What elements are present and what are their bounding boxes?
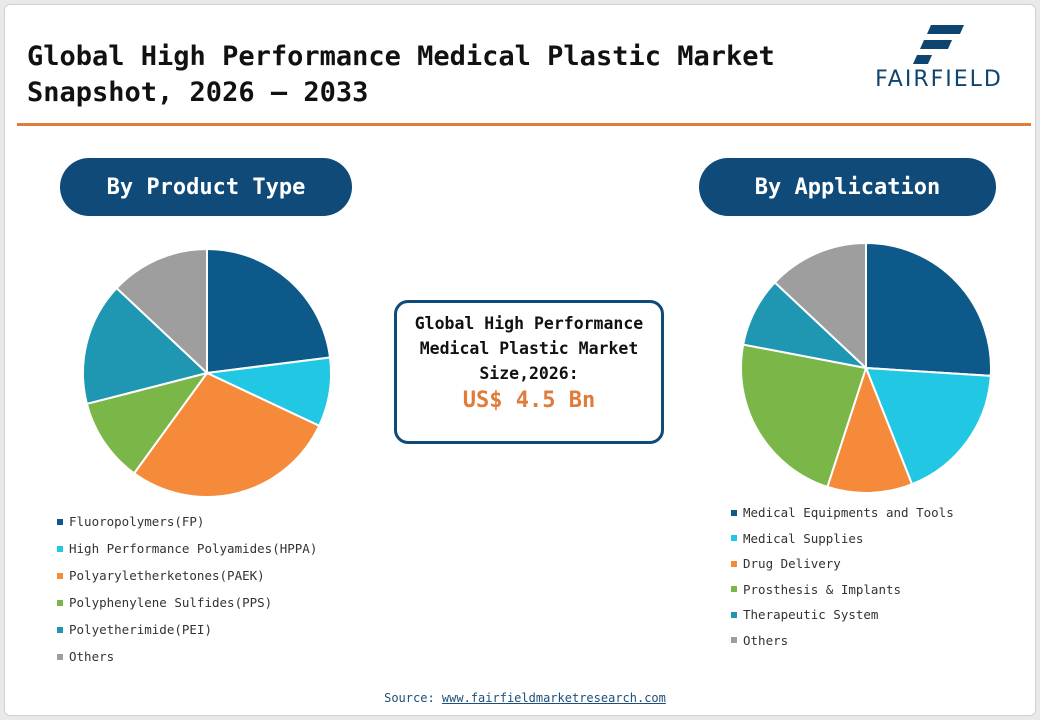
- application-legend-item: Therapeutic System: [731, 606, 954, 632]
- market-size-value: US$ 4.5 Bn: [462, 388, 596, 413]
- product-type-legend-item: High Performance Polyamides(HPPA): [57, 540, 317, 567]
- application-slice-2: [864, 366, 992, 486]
- product-type-legend-swatch: [57, 653, 63, 660]
- application-legend: Medical Equipments and Tools Medical Supp…: [731, 504, 954, 657]
- product-type-slice-6: [115, 247, 208, 376]
- product-type-legend-item: Polyphenylene Sulfides(PPS): [57, 594, 317, 621]
- application-slice-1: [865, 241, 992, 377]
- application-slice-4: [740, 343, 868, 489]
- product-type-slice-5: [82, 286, 210, 406]
- product-type-legend-swatch: [57, 518, 63, 525]
- application-legend-item: Others: [731, 632, 954, 658]
- product-type-legend-item: Fluoropolymers(FP): [57, 513, 317, 540]
- product-type-slice-4: [85, 371, 210, 475]
- logo-bar-top: [927, 25, 964, 34]
- product-type-legend-label: Fluoropolymers(FP): [69, 514, 205, 529]
- source-label: Source:: [384, 691, 435, 705]
- header-divider: [17, 123, 1031, 126]
- product-type-legend-swatch: [57, 572, 63, 579]
- application-legend-item: Medical Supplies: [731, 530, 954, 556]
- application-slice-3: [826, 365, 914, 494]
- product-type-legend-label: Others: [69, 649, 115, 664]
- product-type-legend-item: Others: [57, 648, 317, 675]
- application-heading: By Application: [699, 158, 996, 216]
- product-type-slice-3: [132, 371, 321, 498]
- logo-bar-middle: [920, 40, 952, 49]
- application-legend-swatch: [731, 535, 737, 541]
- source-line: Source: www.fairfieldmarketresearch.com: [5, 691, 1040, 705]
- application-legend-label: Others: [743, 632, 789, 648]
- application-legend-label: Medical Supplies: [743, 530, 864, 546]
- product-type-pie-chart: [82, 247, 332, 498]
- application-legend-item: Prosthesis & Implants: [731, 581, 954, 607]
- product-type-slice-1: [206, 247, 332, 375]
- product-type-legend-label: Polyphenylene Sulfides(PPS): [69, 595, 273, 610]
- product-type-legend-item: Polyetherimide(PEI): [57, 621, 317, 648]
- application-legend-label: Medical Equipments and Tools: [743, 505, 954, 520]
- product-type-legend-swatch: [57, 545, 63, 552]
- product-type-legend-label: High Performance Polyamides(HPPA): [69, 541, 318, 556]
- product-type-legend: Fluoropolymers(FP) High Performance Polya…: [57, 513, 317, 675]
- product-type-legend-swatch: [57, 626, 63, 633]
- application-legend-swatch: [731, 611, 737, 618]
- snapshot-card: Global High Performance Medical Plastic …: [4, 4, 1036, 716]
- application-legend-item: Medical Equipments and Tools: [731, 504, 954, 530]
- page-title: Global High Performance Medical Plastic …: [27, 41, 775, 108]
- fairfield-logo: FAIRFIELD: [851, 23, 1027, 95]
- logo-bar-bottom: [913, 55, 932, 64]
- application-legend-item: Drug Delivery: [731, 555, 954, 581]
- application-legend-label: Prosthesis & Implants: [743, 581, 902, 597]
- application-legend-swatch: [731, 560, 737, 567]
- application-legend-label: Therapeutic System: [743, 607, 879, 622]
- product-type-legend-label: Polyetherimide(PEI): [69, 622, 212, 637]
- product-type-heading: By Product Type: [60, 158, 352, 216]
- application-pie-chart: [740, 241, 992, 494]
- product-type-legend-label: Polyaryletherketones(PAEK): [69, 568, 265, 583]
- application-legend-swatch: [731, 509, 737, 516]
- application-legend-swatch: [731, 637, 737, 643]
- market-size-label: Global High Performance Medical Plastic …: [414, 314, 644, 383]
- logo-mark-icon: [913, 25, 964, 64]
- application-legend-label: Drug Delivery: [743, 556, 841, 571]
- application-slice-6: [773, 241, 867, 371]
- application-legend-swatch: [731, 586, 737, 592]
- source-link[interactable]: www.fairfieldmarketresearch.com: [441, 691, 666, 705]
- product-type-legend-item: Polyaryletherketones(PAEK): [57, 567, 317, 594]
- product-type-legend-swatch: [57, 599, 63, 606]
- market-size-box: Global High Performance Medical Plastic …: [394, 300, 664, 444]
- logo-wordmark: FAIRFIELD: [875, 67, 1003, 92]
